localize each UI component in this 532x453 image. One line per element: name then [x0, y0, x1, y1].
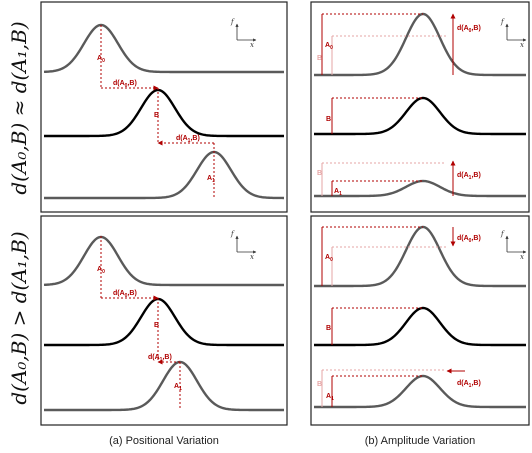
label-b-faint: B	[317, 170, 322, 177]
label-a0: A0	[97, 266, 105, 275]
axes-icon-labels: f x f x f x f x	[230, 18, 524, 261]
curve-b	[44, 88, 284, 138]
axis-x-label: x	[520, 253, 524, 261]
axis-f-label: f	[500, 230, 505, 238]
label-d-a1-b: d(A1,B)	[176, 135, 200, 144]
side-label-bottom: d(A₀,B) > d(A₁,B)	[7, 231, 31, 404]
label-a0: A0	[97, 55, 105, 64]
curve-b	[314, 96, 526, 136]
panel-amplitude-top	[310, 1, 530, 213]
curve-a0	[43, 235, 284, 287]
axis-x-label: x	[520, 41, 524, 49]
axes-icon	[235, 23, 257, 42]
label-d-a1-b: d(A1,B)	[457, 380, 481, 389]
curve-a1	[44, 360, 284, 412]
axes-icon-group	[235, 23, 527, 254]
label-a0: A0	[325, 254, 333, 263]
caption-positional: (a) Positional Variation	[109, 435, 219, 447]
label-d-a1-b: d(A1,B)	[148, 354, 172, 363]
curve-a0	[43, 23, 284, 74]
curve-a1	[44, 150, 284, 200]
label-b: B	[154, 322, 159, 329]
axes-icon	[505, 235, 527, 254]
label-d-a0-b: d(A0,B)	[457, 25, 481, 34]
label-a0: A0	[325, 42, 333, 51]
curve-b	[44, 297, 284, 347]
curve-a1	[314, 374, 526, 409]
panel-amplitude-bottom	[310, 215, 530, 426]
label-b: B	[326, 116, 331, 123]
label-a1: A1	[326, 393, 334, 402]
label-a1: A1	[207, 175, 215, 184]
label-d-a0-b: d(A0,B)	[113, 80, 137, 89]
panel-positional-top	[40, 1, 288, 213]
label-a1: A1	[174, 383, 182, 392]
curve-a0	[314, 12, 526, 77]
panel-positional-bottom	[40, 215, 288, 426]
curve-a0	[314, 225, 526, 288]
label-b-faint: B	[317, 55, 322, 62]
label-b: B	[326, 325, 331, 332]
label-d-a0-b: d(A0,B)	[457, 235, 481, 244]
axis-f-label: f	[500, 18, 505, 26]
side-label-top: d(A₀,B) ≈ d(A₁,B)	[7, 21, 31, 194]
guides	[100, 13, 465, 410]
axes-icon	[505, 23, 527, 42]
axis-x-label: x	[250, 253, 254, 261]
axis-f-label: f	[230, 18, 235, 26]
caption-amplitude: (b) Amplitude Variation	[365, 435, 475, 447]
label-b-faint: B	[317, 381, 322, 388]
label-b: B	[154, 112, 159, 119]
axis-f-label: f	[230, 230, 235, 238]
curve-a1	[314, 179, 526, 198]
label-d-a0-b: d(A0,B)	[113, 290, 137, 299]
label-d-a1-b: d(A1,B)	[457, 172, 481, 181]
axis-x-label: x	[250, 41, 254, 49]
axes-icon	[235, 235, 257, 254]
curve-b	[314, 306, 526, 347]
label-a1: A1	[334, 188, 342, 197]
